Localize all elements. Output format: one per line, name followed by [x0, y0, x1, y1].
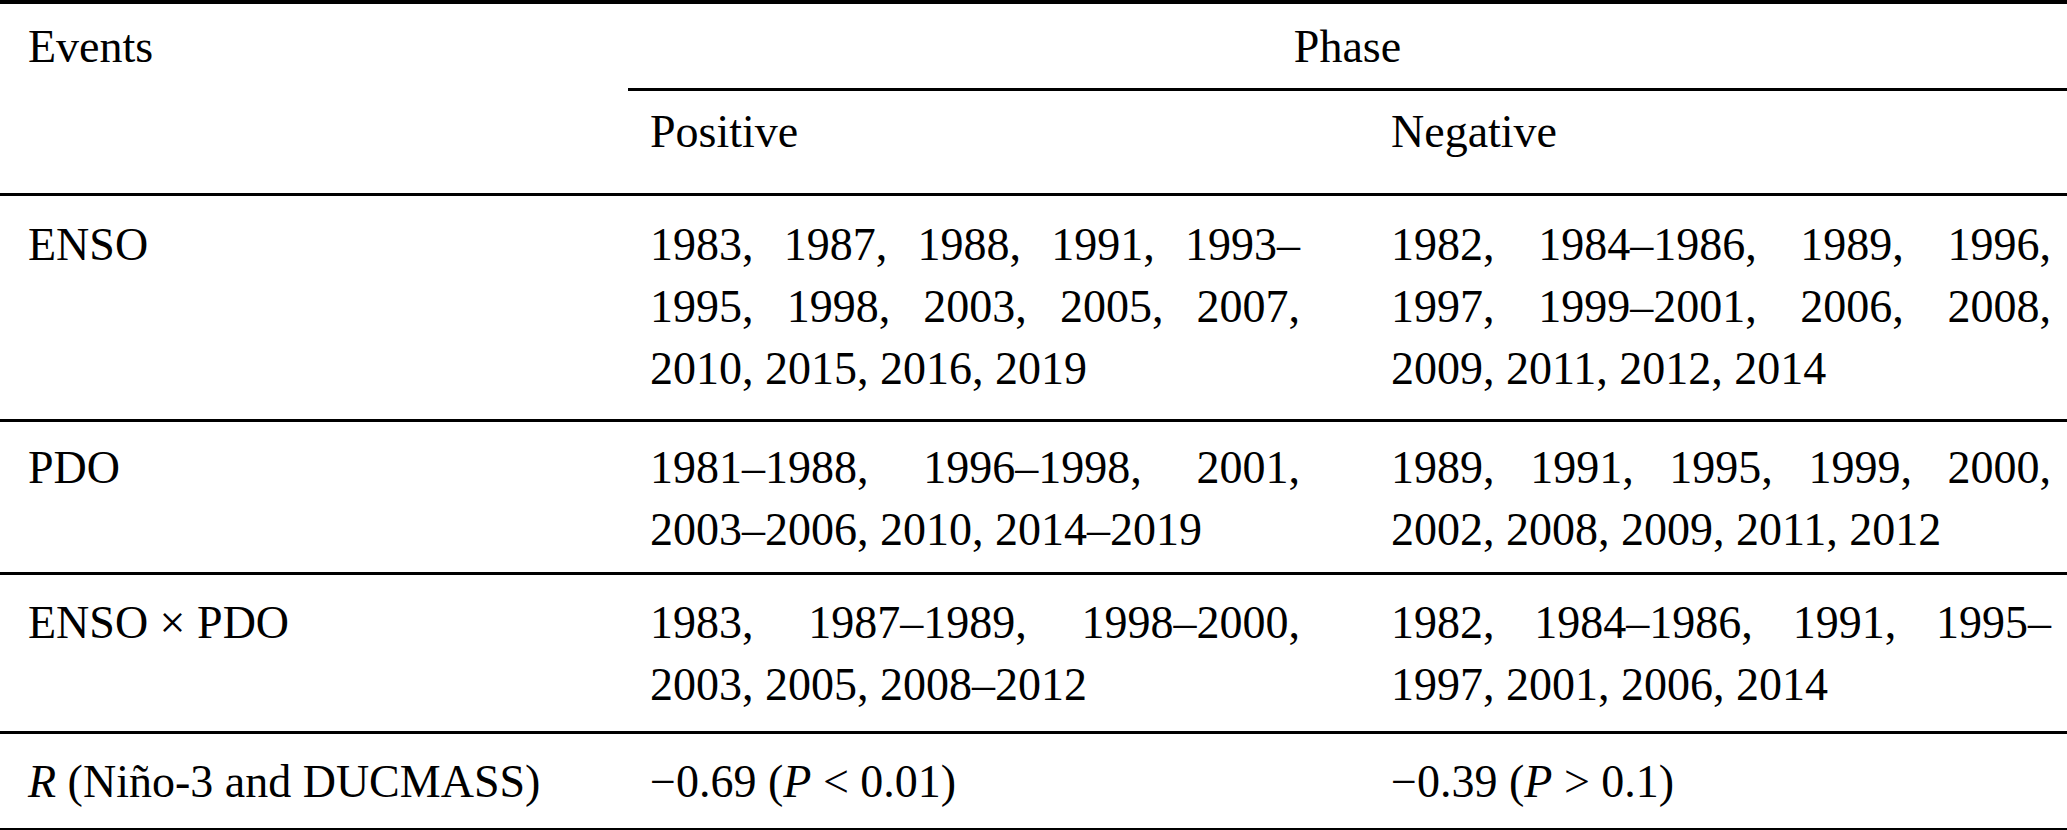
- correlation-positive-p-symbol: P: [783, 756, 811, 807]
- events-column-header: Events: [0, 2, 628, 195]
- correlation-negative-value: −0.39 (P > 0.1): [1368, 733, 2067, 830]
- table-header: Events Phase Positive Negative: [0, 2, 2067, 195]
- header-row-top: Events Phase: [0, 2, 2067, 90]
- pdo-event-label: PDO: [0, 421, 628, 574]
- table-row-correlation: R (Niño-3 and DUCMASS) −0.69 (P < 0.01) …: [0, 733, 2067, 830]
- negative-column-header: Negative: [1368, 90, 2067, 195]
- enso-x-pdo-event-label: ENSO × PDO: [0, 574, 628, 733]
- enso-positive-years: 1983, 1987, 1988, 1991, 1993–1995, 1998,…: [628, 195, 1368, 421]
- phase-table: Events Phase Positive Negative ENSO 1983…: [0, 0, 2067, 830]
- correlation-negative-p-condition: > 0.1): [1552, 756, 1674, 807]
- correlation-negative-p-symbol: P: [1524, 756, 1552, 807]
- enso-negative-years: 1982, 1984–1986, 1989, 1996, 1997, 1999–…: [1368, 195, 2067, 421]
- correlation-positive-number: −0.69 (: [650, 756, 783, 807]
- table-row-pdo: PDO 1981–1988, 1996–1998, 2001, 2003–200…: [0, 421, 2067, 574]
- table-body: ENSO 1983, 1987, 1988, 1991, 1993–1995, …: [0, 195, 2067, 830]
- enso-x-pdo-negative-years: 1982, 1984–1986, 1991, 1995–1997, 2001, …: [1368, 574, 2067, 733]
- correlation-positive-value: −0.69 (P < 0.01): [628, 733, 1368, 830]
- correlation-label-text: (Niño-3 and DUCMASS): [56, 756, 540, 807]
- correlation-event-label: R (Niño-3 and DUCMASS): [0, 733, 628, 830]
- correlation-r-symbol: R: [28, 756, 56, 807]
- table-row-enso-x-pdo: ENSO × PDO 1983, 1987–1989, 1998–2000, 2…: [0, 574, 2067, 733]
- phase-column-group-header: Phase: [628, 2, 2067, 90]
- correlation-positive-p-condition: < 0.01): [811, 756, 956, 807]
- pdo-negative-years: 1989, 1991, 1995, 1999, 2000, 2002, 2008…: [1368, 421, 2067, 574]
- pdo-positive-years: 1981–1988, 1996–1998, 2001, 2003–2006, 2…: [628, 421, 1368, 574]
- enso-x-pdo-positive-years: 1983, 1987–1989, 1998–2000, 2003, 2005, …: [628, 574, 1368, 733]
- enso-event-label: ENSO: [0, 195, 628, 421]
- table-row-enso: ENSO 1983, 1987, 1988, 1991, 1993–1995, …: [0, 195, 2067, 421]
- positive-column-header: Positive: [628, 90, 1368, 195]
- correlation-negative-number: −0.39 (: [1391, 756, 1524, 807]
